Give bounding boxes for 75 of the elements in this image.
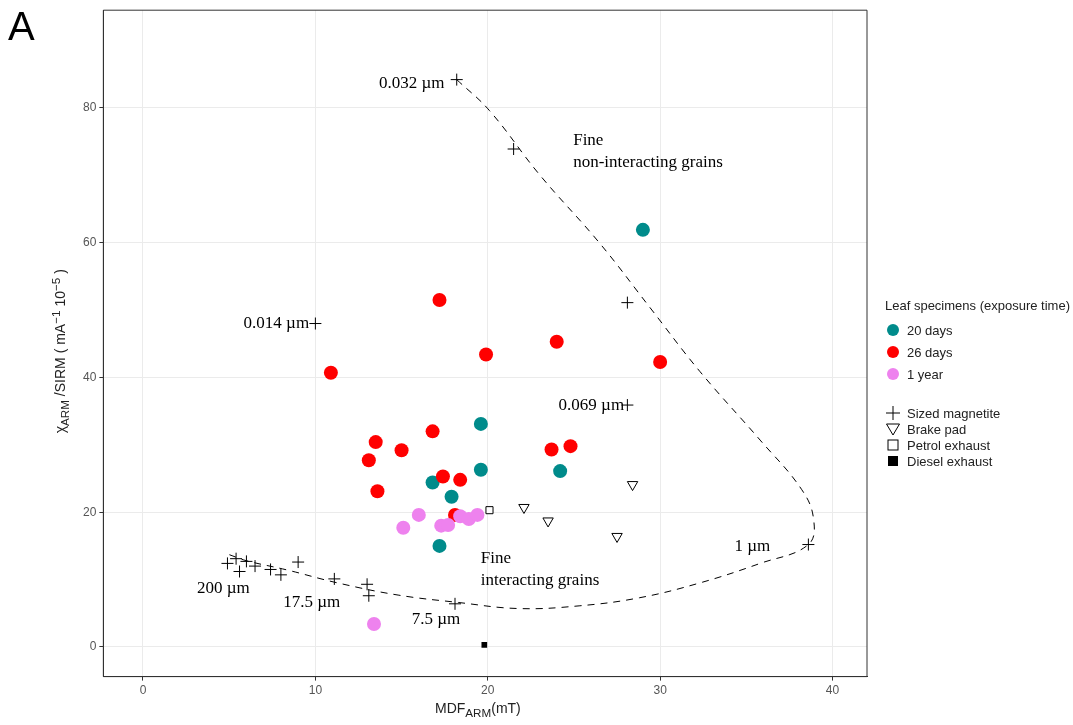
point [264,562,278,576]
legend-label: Diesel exhaust [907,453,993,469]
point [481,642,488,648]
x-tick-label: 10 [308,683,323,698]
text: A [8,4,35,49]
point [432,292,447,307]
legend-title: Leaf specimens (exposure time) [885,298,1070,313]
point [396,520,411,535]
point [549,334,564,349]
point [444,489,459,504]
point [485,506,494,515]
point [801,538,815,552]
point [653,354,668,369]
point [611,532,623,543]
x-tick-label: 0 [139,683,147,698]
point [327,572,341,586]
point [448,597,462,611]
point [274,568,288,582]
annotation: 1 µm [734,536,771,555]
x-tick-label: 40 [825,683,840,698]
x-tick-label: 30 [653,683,668,698]
annotation: 0.014 µm [243,312,310,332]
point [473,462,488,477]
point [479,347,494,362]
legend-label: 20 days [907,322,953,338]
point [308,317,322,331]
point [635,222,650,237]
point [366,617,381,632]
point [361,453,376,468]
point [323,365,338,380]
point [542,517,554,528]
point [507,142,521,156]
legend-label: 1 year [907,366,944,382]
point [291,555,305,569]
y-tick-label: 80 [82,100,97,115]
point [470,507,485,522]
point [544,442,559,457]
point [518,503,530,514]
point [553,464,568,479]
point [370,484,385,499]
legend-label: Brake pad [907,421,967,437]
annotation: Fine non-interacting grains [573,130,723,172]
annotation: 17.5 µm [283,592,341,612]
point [220,556,234,570]
point [473,416,488,431]
point [360,577,374,591]
point [626,481,639,492]
point [453,472,468,487]
y-tick-label: 0 [89,639,97,654]
y-tick-label: 20 [82,504,97,519]
annotation: Fine interacting grains [480,548,600,590]
annotation: 7.5 µm [411,609,461,629]
annotation: 0.069 µm [558,394,625,414]
point [450,73,464,87]
point [441,517,456,532]
point [362,589,376,603]
point [229,552,243,566]
x-axis-title: MDF$_{ARM}$(mT) [435,700,521,719]
point [425,424,440,439]
annotation: 0.032 µm [378,73,445,93]
y-tick-label: 60 [82,234,97,249]
point [620,296,634,310]
point [563,439,578,454]
legend-label: Petrol exhaust [907,437,991,453]
y-tick-label: 40 [82,369,97,384]
legend-label: 26 days [907,344,953,360]
point [425,475,440,490]
point [368,435,383,450]
legend-label: Sized magnetite [907,405,1001,421]
point [411,507,426,522]
annotation: 200 µm [197,577,250,597]
point [394,443,409,458]
point [435,469,450,484]
x-tick-label: 20 [481,683,495,698]
point [432,538,447,553]
